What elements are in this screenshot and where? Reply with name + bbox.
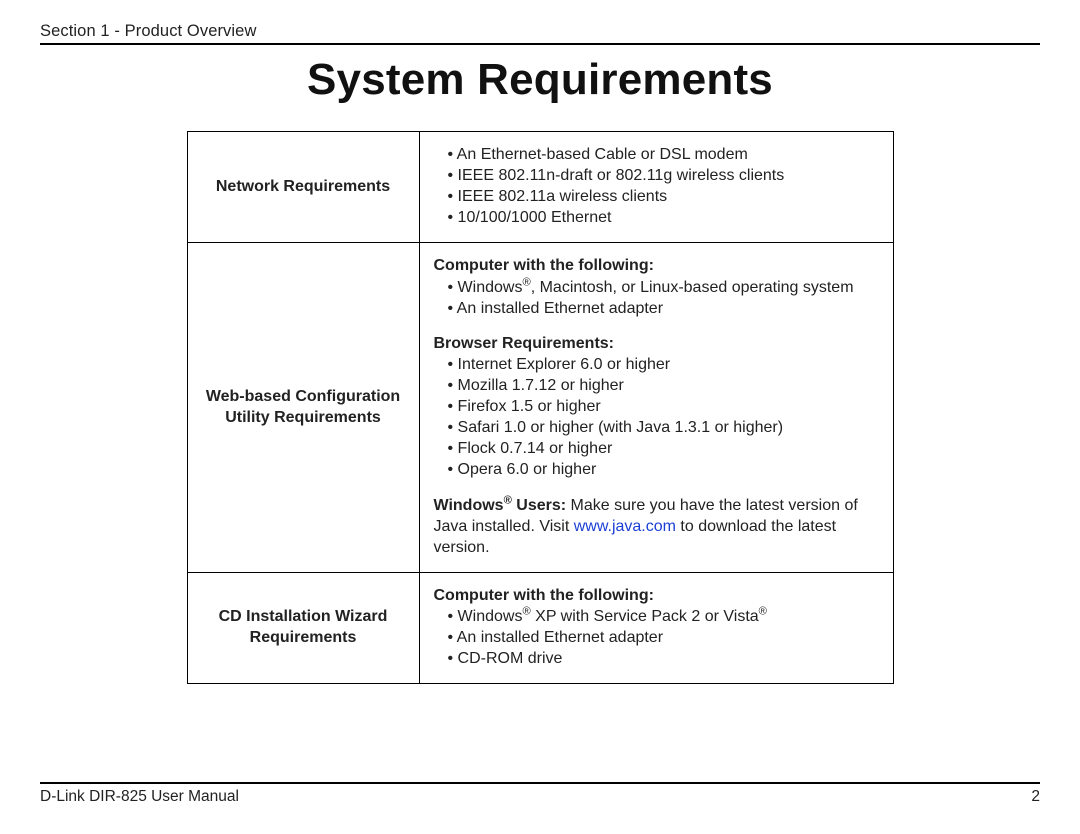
subheading: Computer with the following:	[434, 585, 879, 606]
list-item: IEEE 802.11n-draft or 802.11g wireless c…	[448, 165, 879, 186]
page-title: System Requirements	[40, 55, 1040, 105]
page-header: Section 1 - Product Overview	[40, 22, 1040, 45]
list-item: Opera 6.0 or higher	[448, 459, 879, 480]
bullet-list: Windows® XP with Service Pack 2 or Vista…	[434, 606, 879, 669]
list-item: IEEE 802.11a wireless clients	[448, 186, 879, 207]
requirement-category: Network Requirements	[187, 132, 419, 243]
requirements-table: Network RequirementsAn Ethernet-based Ca…	[187, 131, 894, 684]
section-label: Section 1 - Product Overview	[40, 22, 256, 40]
subheading: Computer with the following:	[434, 255, 879, 276]
list-item: Safari 1.0 or higher (with Java 1.3.1 or…	[448, 417, 879, 438]
requirement-details: An Ethernet-based Cable or DSL modemIEEE…	[419, 132, 893, 243]
table-row: Web-based ConfigurationUtility Requireme…	[187, 243, 893, 572]
list-item: Windows® XP with Service Pack 2 or Vista…	[448, 606, 879, 627]
note-text: Windows® Users: Make sure you have the l…	[434, 495, 879, 558]
bullet-list: An Ethernet-based Cable or DSL modemIEEE…	[434, 144, 879, 228]
list-item: Windows®, Macintosh, or Linux-based oper…	[448, 277, 879, 298]
java-link[interactable]: www.java.com	[574, 518, 676, 535]
footer-page-number: 2	[1031, 788, 1040, 806]
requirement-category: Web-based ConfigurationUtility Requireme…	[187, 243, 419, 572]
page-footer: D-Link DIR-825 User Manual 2	[40, 782, 1040, 806]
table-row: CD Installation WizardRequirementsComput…	[187, 572, 893, 683]
requirement-details: Computer with the following:Windows®, Ma…	[419, 243, 893, 572]
list-item: Mozilla 1.7.12 or higher	[448, 375, 879, 396]
list-item: Flock 0.7.14 or higher	[448, 438, 879, 459]
list-item: Firefox 1.5 or higher	[448, 396, 879, 417]
bullet-list: Windows®, Macintosh, or Linux-based oper…	[434, 277, 879, 319]
requirement-category: CD Installation WizardRequirements	[187, 572, 419, 683]
list-item: An installed Ethernet adapter	[448, 627, 879, 648]
list-item: Internet Explorer 6.0 or higher	[448, 354, 879, 375]
list-item: 10/100/1000 Ethernet	[448, 207, 879, 228]
bullet-list: Internet Explorer 6.0 or higherMozilla 1…	[434, 354, 879, 481]
requirement-details: Computer with the following:Windows® XP …	[419, 572, 893, 683]
list-item: CD-ROM drive	[448, 648, 879, 669]
list-item: An installed Ethernet adapter	[448, 298, 879, 319]
list-item: An Ethernet-based Cable or DSL modem	[448, 144, 879, 165]
table-row: Network RequirementsAn Ethernet-based Ca…	[187, 132, 893, 243]
footer-left: D-Link DIR-825 User Manual	[40, 788, 239, 806]
subheading: Browser Requirements:	[434, 333, 879, 354]
